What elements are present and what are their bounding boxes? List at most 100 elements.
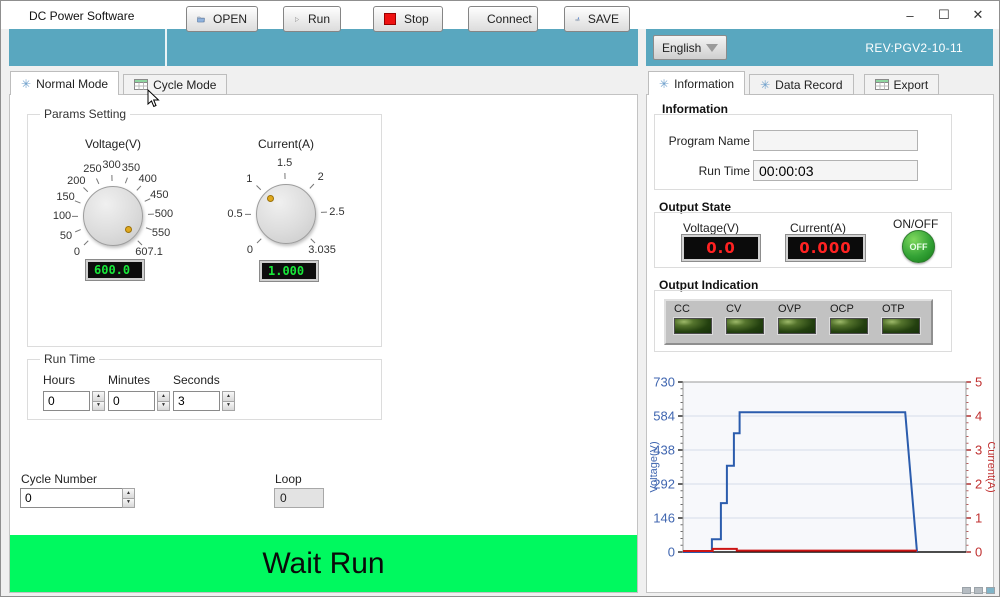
knob-tick-label: 400	[138, 172, 157, 185]
led-lamp-icon	[881, 317, 921, 335]
tab-data-record[interactable]: ✳ Data Record	[749, 74, 854, 95]
svg-text:4: 4	[975, 409, 982, 424]
svg-text:438: 438	[653, 443, 675, 458]
voltage-knob-dot	[124, 226, 132, 233]
seconds-label: Seconds	[173, 373, 220, 387]
up-arrow-icon[interactable]: ▲	[92, 391, 105, 401]
knob-tick-label: 2.5	[329, 205, 345, 218]
mouse-cursor	[147, 89, 160, 108]
loop-value: 0	[274, 488, 324, 508]
knob-tick-label: 150	[56, 191, 75, 204]
knob-tick-label: 100	[52, 210, 72, 223]
minimize-button[interactable]: –	[906, 7, 914, 23]
svg-text:Current(A): Current(A)	[985, 441, 995, 492]
knob-tick-label: 1.5	[276, 157, 293, 170]
tab-information[interactable]: ✳ Information	[648, 71, 746, 95]
down-arrow-icon[interactable]: ▼	[92, 400, 105, 411]
svg-text:Voltage(V): Voltage(V)	[650, 441, 660, 492]
up-arrow-icon[interactable]: ▲	[222, 391, 235, 401]
voltage-knob-ticks	[71, 175, 154, 246]
minutes-input[interactable]	[108, 391, 155, 411]
voltage-knob[interactable]: 0 50 100 150 200 250 300 350 400 450 500 550 607.1	[38, 141, 188, 291]
language-dropdown[interactable]: English	[653, 35, 727, 60]
seconds-input[interactable]	[173, 391, 220, 411]
svg-text:0: 0	[668, 545, 675, 560]
current-knob[interactable]: 0 0.5 1 1.5 2 2.5 3.035	[211, 139, 361, 289]
svg-text:730: 730	[653, 375, 675, 390]
maximize-button[interactable]: ☐	[938, 7, 950, 22]
save-button[interactable]: SAVE	[564, 6, 630, 32]
run-label: Run	[307, 12, 330, 26]
down-arrow-icon[interactable]: ▼	[157, 400, 170, 411]
tab-export[interactable]: Export	[863, 74, 940, 95]
knob-tick-label: 350	[121, 162, 141, 175]
connect-button[interactable]: Connect	[468, 6, 538, 32]
toolbar-separator	[165, 29, 167, 66]
language-label: English	[662, 40, 702, 55]
save-label: SAVE	[587, 12, 619, 26]
snowflake-icon: ✳	[659, 76, 670, 91]
program-name-label: Program Name	[668, 134, 750, 148]
svg-text:5: 5	[975, 375, 982, 390]
led-lamp-icon	[829, 317, 869, 335]
output-current-display: 0.000	[785, 234, 866, 262]
output-indication-group: CC CV OVP OCP OTP	[654, 290, 952, 352]
led-ovp: OVP	[777, 303, 826, 335]
cycle-number-input[interactable]	[20, 488, 133, 508]
program-name-input[interactable]	[753, 130, 918, 151]
output-state-group: Voltage(V) 0.0 Current(A) 0.000 ON/OFF O…	[654, 212, 952, 268]
tab-normal-mode[interactable]: ✳ Normal Mode	[10, 71, 120, 95]
led-lamp-icon	[777, 317, 817, 335]
output-indication-heading: Output Indication	[659, 278, 759, 292]
tab-label: Export	[893, 77, 929, 92]
output-chart: 0 146 292 438 584 730 0 1 2 3 4 5 Voltage(V) Current(…	[648, 375, 997, 560]
down-arrow-icon[interactable]: ▼	[122, 497, 135, 508]
up-arrow-icon[interactable]: ▲	[122, 488, 135, 498]
run-button[interactable]: Run	[283, 6, 341, 32]
current-knob-label: Current(A)	[257, 137, 315, 151]
toolbar-right: English REV:PGV2-10-11	[646, 29, 993, 66]
information-group: Program Name Run Time	[654, 114, 952, 190]
current-knob-face[interactable]	[256, 184, 316, 244]
open-button[interactable]: OPEN	[186, 6, 258, 32]
open-folder-icon	[197, 16, 205, 23]
led-lamp-icon	[673, 317, 713, 335]
right-tab-bar: ✳ Information ✳ Data Record Export	[648, 71, 943, 95]
knob-tick-label: 0	[246, 244, 253, 257]
status-banner: Wait Run	[10, 535, 637, 592]
svg-text:0: 0	[975, 545, 982, 560]
down-arrow-icon[interactable]: ▼	[222, 400, 235, 411]
information-panel: Information Program Name Run Time Output…	[646, 94, 997, 593]
tab-label: Data Record	[775, 77, 843, 92]
params-setting-group: Params Setting Voltage(V) 0 50 100 150 200 25…	[27, 107, 382, 347]
svg-text:1: 1	[975, 511, 982, 526]
minutes-stepper[interactable]: ▲ ▼	[157, 391, 170, 411]
toolbar	[9, 29, 638, 66]
left-tab-bar: ✳ Normal Mode Cycle Mode	[10, 71, 231, 95]
up-arrow-icon[interactable]: ▲	[157, 391, 170, 401]
seconds-stepper[interactable]: ▲ ▼	[222, 391, 235, 411]
onoff-button[interactable]: OFF	[902, 230, 935, 263]
voltage-knob-label: Voltage(V)	[84, 137, 142, 151]
params-setting-label: Params Setting	[40, 107, 131, 121]
hours-label: Hours	[43, 373, 76, 387]
svg-text:146: 146	[653, 511, 675, 526]
knob-tick-label: 1	[246, 172, 253, 185]
hours-input[interactable]	[43, 391, 90, 411]
voltage-knob-face[interactable]	[83, 186, 143, 246]
knob-tick-label: 250	[83, 163, 102, 176]
led-cc: CC	[673, 303, 722, 335]
knob-tick-label: 0	[73, 246, 80, 259]
cycle-number-stepper[interactable]: ▲ ▼	[122, 488, 135, 508]
tab-cycle-mode[interactable]: Cycle Mode	[123, 74, 228, 95]
led-lamp-icon	[725, 317, 765, 335]
chart-area: 0 146 292 438 584 730 0 1 2 3 4 5 Voltage(V) Current(…	[648, 374, 997, 564]
hours-stepper[interactable]: ▲ ▼	[92, 391, 105, 411]
close-button[interactable]: ✕	[972, 7, 984, 22]
knob-tick-label: 0.5	[227, 208, 243, 221]
normal-mode-panel: Params Setting Voltage(V) 0 50 100 150 200 25…	[9, 94, 638, 593]
output-voltage-label: Voltage(V)	[683, 221, 740, 235]
snowflake-icon: ✳	[760, 77, 771, 92]
stop-button[interactable]: Stop	[373, 6, 443, 32]
svg-text:292: 292	[653, 477, 675, 492]
